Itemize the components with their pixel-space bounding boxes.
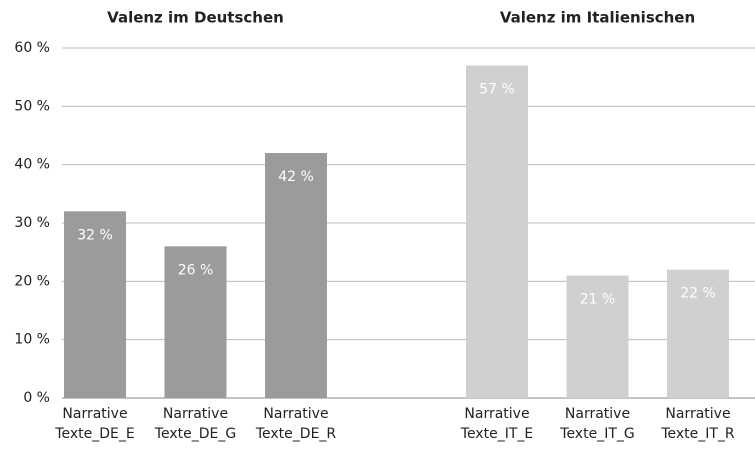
y-tick-label: 0 % [23, 390, 50, 406]
bar [667, 269, 729, 398]
value-label: 32 % [77, 227, 113, 243]
bar [64, 211, 126, 398]
value-label: 21 % [580, 292, 616, 308]
bar [265, 153, 327, 398]
x-tick-label: Narrative Texte_DE_R [255, 406, 337, 442]
value-label: 42 % [278, 169, 314, 185]
bar [164, 246, 227, 398]
y-tick-label: 20 % [14, 273, 50, 289]
x-tick-label: Narrative Texte_DE_E [55, 406, 135, 442]
x-tick-label: Narrative Texte_IT_G [560, 406, 635, 442]
group-title: Valenz im Deutschen [107, 9, 284, 27]
bar [466, 65, 528, 398]
value-label: 22 % [680, 286, 716, 302]
group-title: Valenz im Italienischen [500, 9, 695, 27]
y-tick-label: 60 % [14, 40, 50, 56]
y-tick-label: 40 % [14, 157, 50, 173]
x-tick-label: Narrative Texte_IT_R [661, 406, 735, 442]
y-tick-label: 50 % [14, 98, 50, 114]
y-tick-label: 10 % [14, 332, 50, 348]
x-tick-label: Narrative Texte_IT_E [460, 406, 534, 442]
y-tick-label: 30 % [14, 215, 50, 231]
value-label: 57 % [479, 82, 515, 98]
x-tick-label: Narrative Texte_DE_G [154, 406, 237, 442]
value-label: 26 % [178, 262, 214, 278]
bar [566, 275, 629, 398]
